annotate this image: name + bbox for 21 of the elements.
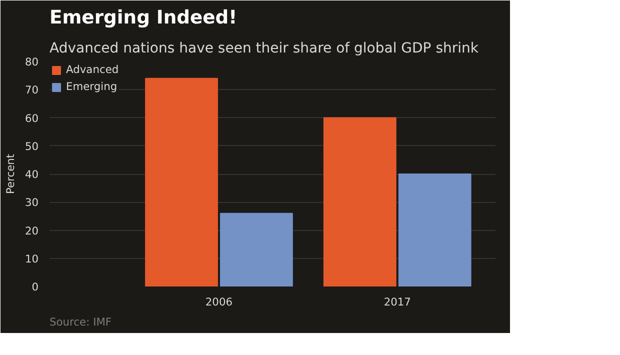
y-axis-title: Percent xyxy=(4,154,17,194)
chart-subtitle: Advanced nations have seen their share of global GDP shrink xyxy=(50,40,480,56)
bar xyxy=(323,117,396,286)
bar xyxy=(220,212,293,286)
y-tick-label: 70 xyxy=(24,84,39,97)
source-note: Source: IMF xyxy=(50,316,112,328)
y-tick-label: 20 xyxy=(24,224,39,238)
y-tick-label: 80 xyxy=(24,56,39,68)
x-tick-label: 2017 xyxy=(384,296,411,308)
chart-title: Emerging Indeed! xyxy=(50,8,238,28)
y-tick-label: 30 xyxy=(24,196,39,210)
y-tick-label: 50 xyxy=(24,140,39,153)
y-tick-label: 60 xyxy=(24,112,39,125)
y-tick-label: 0 xyxy=(32,280,39,294)
x-tick-label: 2006 xyxy=(205,296,233,308)
legend-label: Emerging xyxy=(66,80,118,93)
y-tick-label: 40 xyxy=(24,168,39,181)
legend-label: Advanced xyxy=(66,63,119,76)
bar xyxy=(398,174,472,286)
y-tick-label: 10 xyxy=(24,252,39,266)
bar xyxy=(145,78,218,286)
